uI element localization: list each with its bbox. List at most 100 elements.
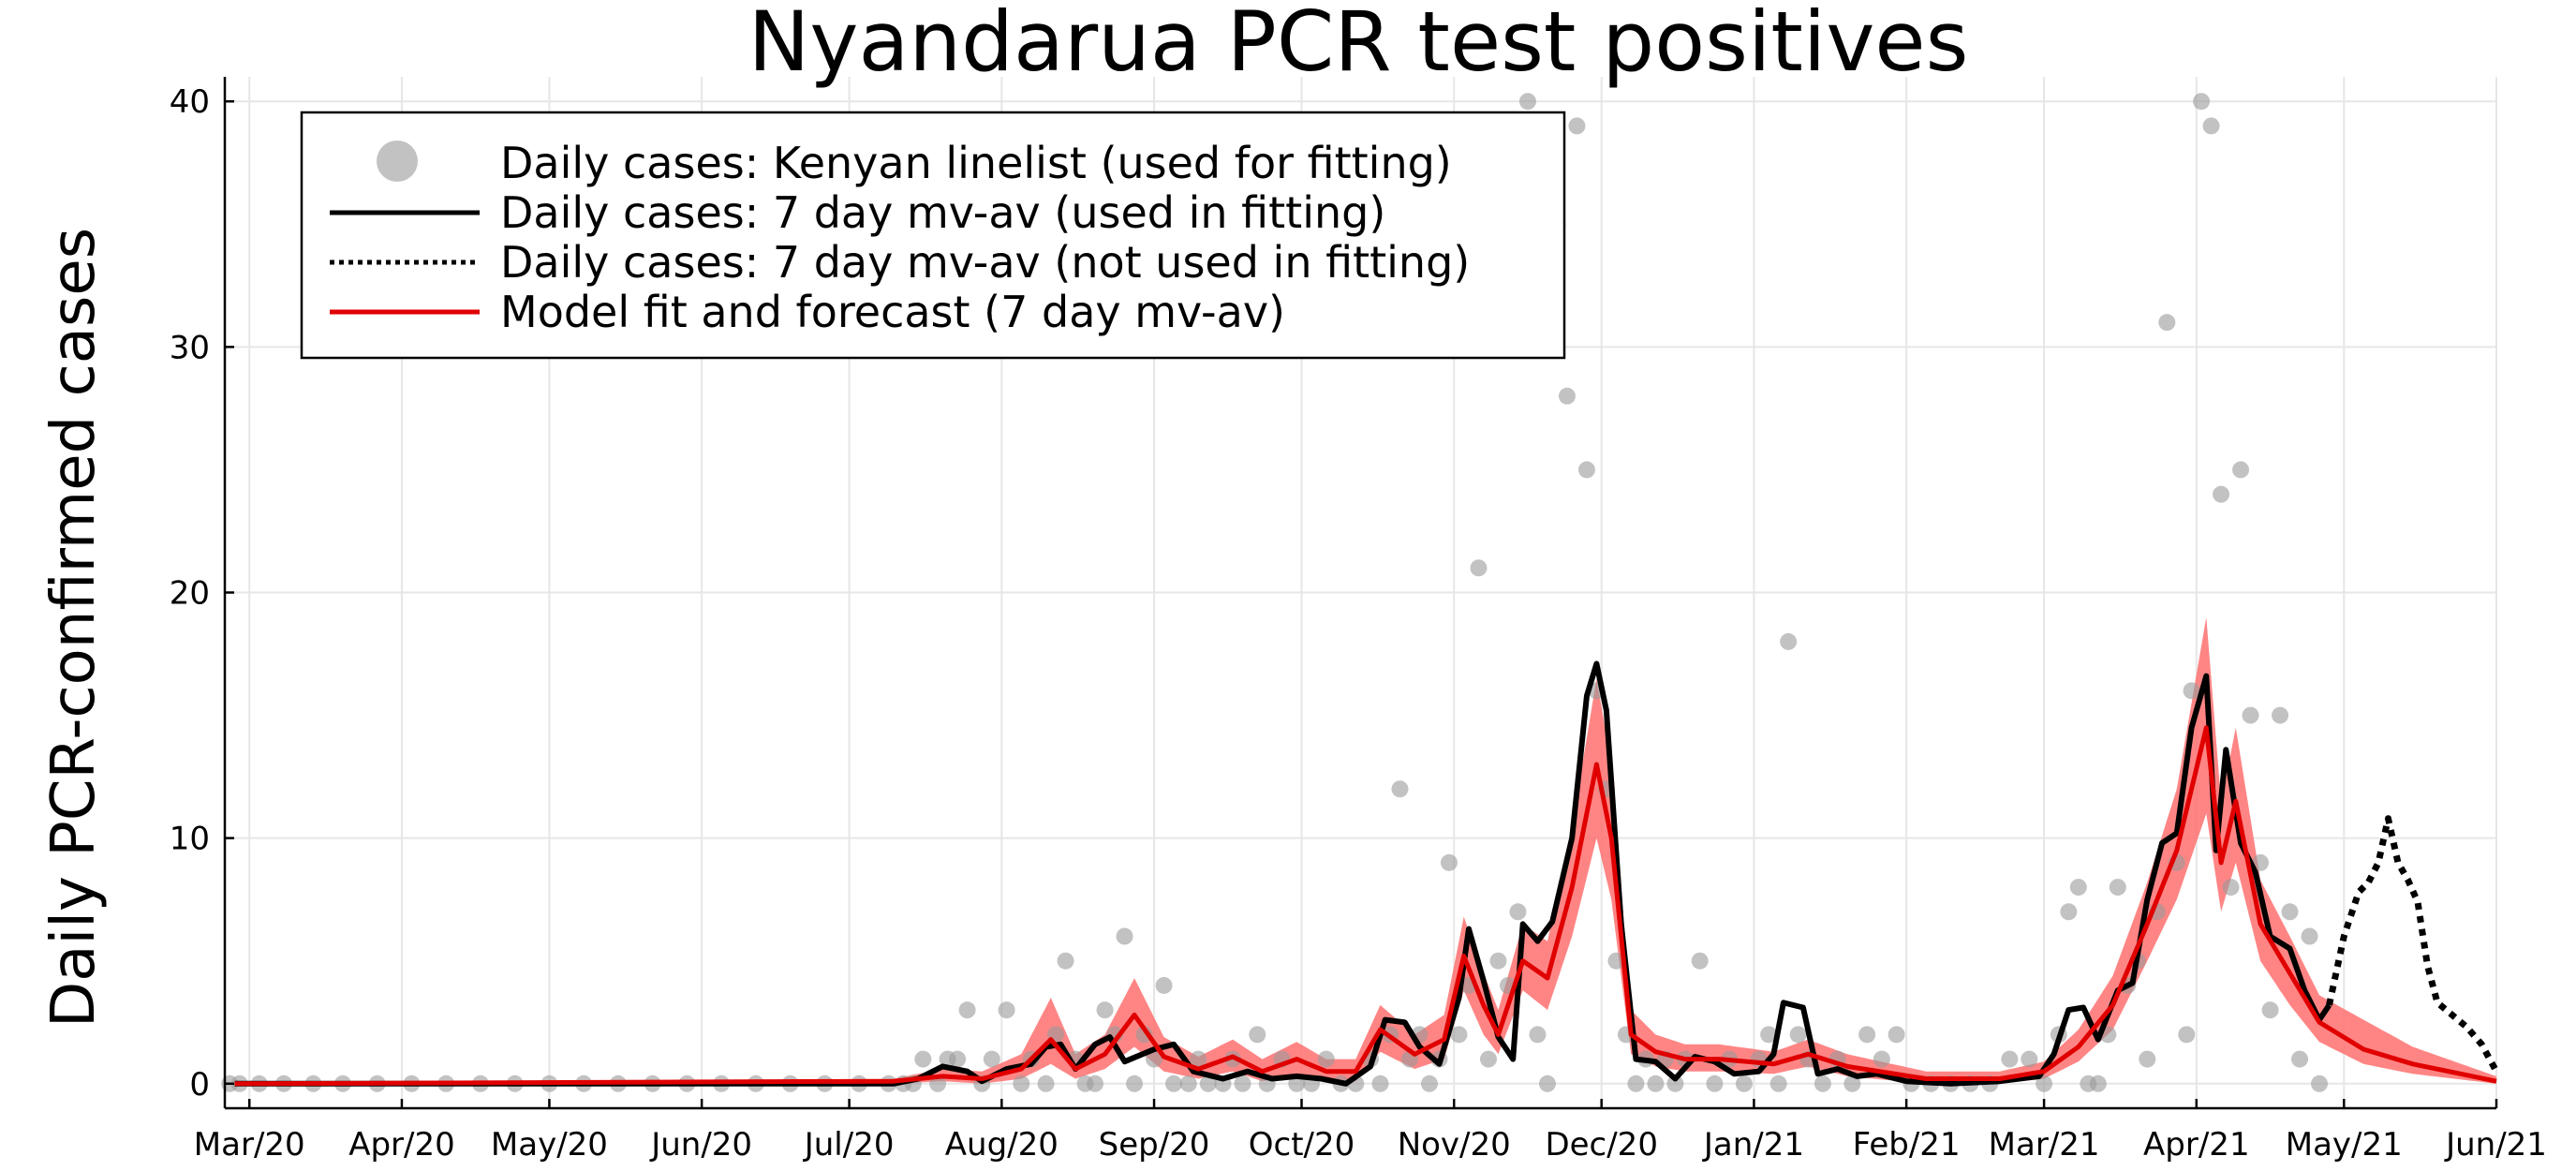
x-tick-label: Mar/21	[1989, 1126, 2100, 1164]
daily-case-point	[949, 1050, 967, 1068]
daily-case-point	[1116, 927, 1133, 945]
daily-case-point	[1666, 1075, 1684, 1092]
daily-case-point	[1391, 780, 1409, 798]
y-tick-label: 20	[170, 575, 210, 613]
legend-label: Model fit and forecast (7 day mv-av)	[500, 287, 1285, 337]
daily-case-point	[1627, 1075, 1645, 1092]
daily-case-point	[2202, 117, 2220, 135]
x-tick-label: Mar/20	[194, 1126, 305, 1164]
y-tick-label: 40	[170, 83, 210, 121]
daily-case-point	[1470, 559, 1488, 577]
daily-case-point	[2069, 879, 2087, 897]
daily-case-point	[1013, 1075, 1030, 1092]
daily-case-point	[1769, 1075, 1787, 1092]
daily-case-point	[2242, 706, 2259, 724]
daily-case-point	[1558, 387, 1576, 405]
daily-case-point	[1789, 1026, 1807, 1044]
daily-case-point	[1735, 1075, 1753, 1092]
daily-case-point	[1538, 1075, 1556, 1092]
x-tick-label: Aug/20	[945, 1126, 1059, 1164]
daily-case-point	[1706, 1075, 1724, 1092]
chart-title: Nyandarua PCR test positives	[748, 0, 1969, 90]
daily-case-point	[2001, 1050, 2019, 1068]
daily-case-point	[2261, 1001, 2279, 1019]
daily-case-point	[1509, 903, 1527, 921]
legend: Daily cases: Kenyan linelist (used for f…	[300, 111, 1566, 360]
daily-case-point	[2183, 682, 2200, 700]
daily-case-point	[1479, 1050, 1497, 1068]
daily-case-point	[2021, 1050, 2038, 1068]
x-tick-label: Nov/20	[1398, 1126, 1511, 1164]
daily-case-point	[2213, 485, 2230, 503]
daily-case-point	[1199, 1075, 1217, 1092]
x-tick-label: Jun/21	[2444, 1126, 2547, 1164]
daily-case-point	[1691, 952, 1709, 970]
legend-label: Daily cases: 7 day mv-av (used in fittin…	[500, 187, 1385, 238]
legend-label: Daily cases: 7 day mv-av (not used in fi…	[500, 237, 1470, 288]
x-tick-label: Dec/20	[1545, 1126, 1658, 1164]
daily-case-point	[1529, 1026, 1547, 1044]
daily-case-point	[1888, 1026, 1905, 1044]
daily-case-point	[1179, 1075, 1197, 1092]
daily-case-point	[2089, 1075, 2107, 1092]
x-tick-label: Feb/21	[1853, 1126, 1961, 1164]
x-tick-label: Jul/20	[803, 1126, 895, 1164]
daily-case-point	[1814, 1075, 1831, 1092]
daily-case-point	[1155, 976, 1173, 994]
daily-case-point	[2060, 903, 2078, 921]
daily-case-point	[1489, 952, 1507, 970]
legend-box	[300, 111, 1566, 360]
daily-case-point	[1873, 1050, 1890, 1068]
daily-case-point	[1249, 1026, 1266, 1044]
mvav-not-used-line	[2326, 815, 2500, 1074]
daily-case-point	[983, 1050, 1000, 1068]
daily-case-point	[2281, 903, 2299, 921]
daily-case-point	[1057, 952, 1074, 970]
daily-case-point	[1146, 1050, 1163, 1068]
daily-case-point	[1450, 1026, 1468, 1044]
x-tick-label: Sep/20	[1099, 1126, 1210, 1164]
daily-case-point	[2301, 927, 2318, 945]
axes: 0 10 20 30 40 Mar/20 Apr/20 May/20 Jun/20 Jul/20 A…	[170, 77, 2547, 1164]
x-tick-label: Apr/20	[348, 1126, 455, 1164]
daily-case-point	[2158, 314, 2176, 332]
daily-case-point	[1087, 1075, 1104, 1092]
daily-case-point	[1420, 1075, 1438, 1092]
daily-case-point	[1760, 1026, 1778, 1044]
x-tick-label: Apr/21	[2143, 1126, 2250, 1164]
legend-label: Daily cases: Kenyan linelist (used for f…	[500, 138, 1452, 188]
daily-case-point	[1371, 1075, 1389, 1092]
daily-case-point	[998, 1001, 1015, 1019]
daily-case-point	[1843, 1075, 1861, 1092]
daily-case-point	[2291, 1050, 2309, 1068]
x-tick-label: Jan/21	[1702, 1126, 1804, 1164]
model-fit-line	[234, 725, 2497, 1087]
y-tick-label: 30	[170, 329, 210, 366]
daily-case-point	[1780, 632, 1798, 650]
daily-case-point	[1317, 1050, 1335, 1068]
y-tick-label: 0	[189, 1066, 210, 1104]
daily-case-point	[2311, 1075, 2329, 1092]
model-band-area	[234, 616, 2496, 1084]
daily-case-point	[1858, 1026, 1876, 1044]
y-tick-label: 10	[170, 821, 210, 858]
daily-case-point	[1165, 1075, 1183, 1092]
daily-case-point	[1126, 1075, 1144, 1092]
daily-case-point	[2272, 706, 2289, 724]
daily-case-point	[2222, 879, 2240, 897]
x-tick-label: Jun/20	[649, 1126, 752, 1164]
daily-case-point	[1518, 93, 1536, 111]
x-tick-label: Oct/20	[1249, 1126, 1355, 1164]
daily-case-point	[1190, 1050, 1207, 1068]
series-lines	[234, 660, 2500, 1087]
mvav-used-line	[234, 660, 2332, 1087]
daily-case-point	[2252, 853, 2270, 871]
daily-case-point	[1647, 1075, 1665, 1092]
daily-case-point	[2178, 1026, 2196, 1044]
daily-case-point	[1568, 117, 1586, 135]
daily-case-point	[1577, 461, 1595, 479]
daily-case-point	[2232, 461, 2250, 479]
daily-case-point	[1096, 1001, 1114, 1019]
daily-case-point	[1037, 1075, 1055, 1092]
